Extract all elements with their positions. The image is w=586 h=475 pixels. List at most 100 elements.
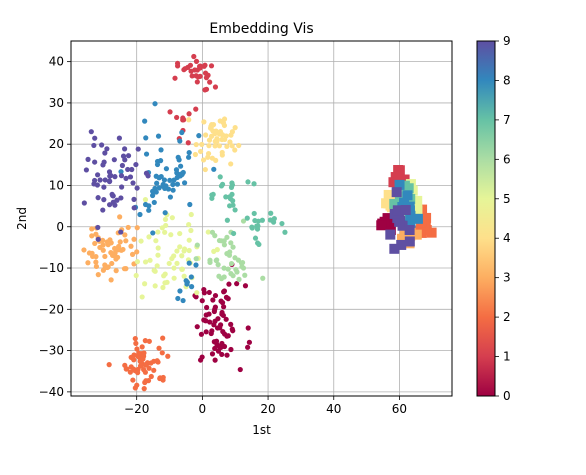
scatter-point [125,224,131,231]
scatter-point [131,205,137,211]
scatter-point [154,161,161,168]
scatter-point [118,195,124,201]
scatter-point [85,260,91,266]
scatter-point [189,73,195,79]
scatter-point [185,140,191,146]
scatter-point [230,198,236,204]
scatter-square [399,197,410,208]
scatter-point [106,362,112,368]
scatter-point [112,202,118,208]
scatter-point [83,167,89,173]
scatter-point [127,369,133,375]
y-tick-label: 20 [49,137,64,151]
scatter-point [210,191,216,198]
scatter-point [134,259,141,265]
scatter-point [174,181,181,187]
scatter-point [229,143,235,149]
scatter-point [133,272,139,279]
scatter-point [167,109,173,115]
scatter-point [141,386,147,392]
scatter-point [176,157,182,163]
scatter-point [177,138,183,144]
scatter-point [134,185,140,191]
scatter-point [221,242,228,248]
y-axis-ticks: −40 −30 −20 −10 0 10 20 30 40 [39,55,71,399]
scatter-point [201,119,207,125]
scatter-square [400,204,411,215]
scatter-point [279,220,285,227]
scatter-square [390,172,401,183]
scatter-point [245,325,251,331]
scatter-point [194,324,200,330]
scatter-point [188,211,194,218]
scatter-point [137,211,143,218]
scatter-point [143,151,150,157]
scatter-point [186,247,192,254]
scatter-point [158,147,164,153]
scatter-point [104,264,110,271]
scatter-point [91,142,97,149]
scatter-point [138,362,144,369]
scatter-point [92,240,98,247]
scatter-point [162,229,168,235]
scatter-point [85,156,91,162]
scatter-point [181,67,187,73]
scatter-point [141,367,147,373]
scatter-point [224,352,230,358]
scatter-point [204,304,210,311]
scatter-point [155,133,162,139]
scatter-point [142,259,149,265]
colorbar-tick-label: 6 [503,152,511,166]
scatter-point [232,207,238,213]
scatter-point [207,259,213,266]
scatter-point [99,142,105,148]
scatter-point [145,173,151,179]
scatter-point [146,234,152,240]
colorbar-tick-label: 9 [503,34,511,48]
scatter-point [205,154,211,160]
scatter-point [179,129,185,136]
scatter-point [100,242,106,248]
scatter-point [119,162,126,169]
scatter-point [207,79,213,85]
scatter-point [240,218,247,224]
scatter-point [125,153,132,159]
scatter-point [139,294,145,300]
scatter-point [228,240,234,246]
colorbar-tick-label: 2 [503,310,511,324]
scatter-point [236,142,242,149]
y-tick-label: 40 [49,55,64,69]
scatter-point [193,141,199,148]
scatter-point [221,288,228,294]
scatter-point [214,325,221,331]
scatter-point [212,304,218,310]
scatter-point [223,194,229,200]
scatter-point [219,340,225,347]
scatter-point [155,252,161,258]
scatter-point [228,132,234,138]
scatter-point [133,340,139,346]
scatter-point [153,238,159,244]
scatter-point [181,117,187,123]
scatter-point [186,117,192,123]
scatter-point [106,202,113,208]
scatter-point [242,272,248,278]
scatter-square [389,243,400,254]
scatter-square [412,205,423,216]
scatter-point [100,247,106,253]
colorbar-tick-label: 4 [503,231,511,245]
scatter-point [186,237,192,243]
scatter-point [242,283,249,289]
scatter-point [268,210,274,216]
scatter-point [197,63,203,69]
scatter-point [215,262,221,268]
scatter-point [207,125,214,131]
scatter-point [227,139,233,145]
scatter-point [154,263,160,269]
scatter-point [194,290,200,296]
scatter-point [138,238,144,244]
scatter-point [142,118,148,124]
scatter-point [209,351,216,357]
scatter-point [216,143,222,149]
scatter-point [256,241,262,248]
